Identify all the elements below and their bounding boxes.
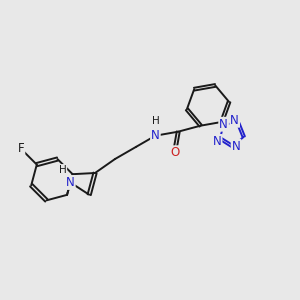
Text: H: H: [58, 165, 66, 175]
Text: N: N: [151, 129, 160, 142]
Text: H: H: [152, 116, 159, 126]
Text: F: F: [18, 142, 24, 155]
Text: O: O: [170, 146, 179, 159]
Text: N: N: [213, 135, 221, 148]
Text: N: N: [232, 140, 240, 153]
Text: N: N: [230, 114, 239, 127]
Text: N: N: [66, 176, 75, 189]
Text: N: N: [219, 118, 228, 131]
